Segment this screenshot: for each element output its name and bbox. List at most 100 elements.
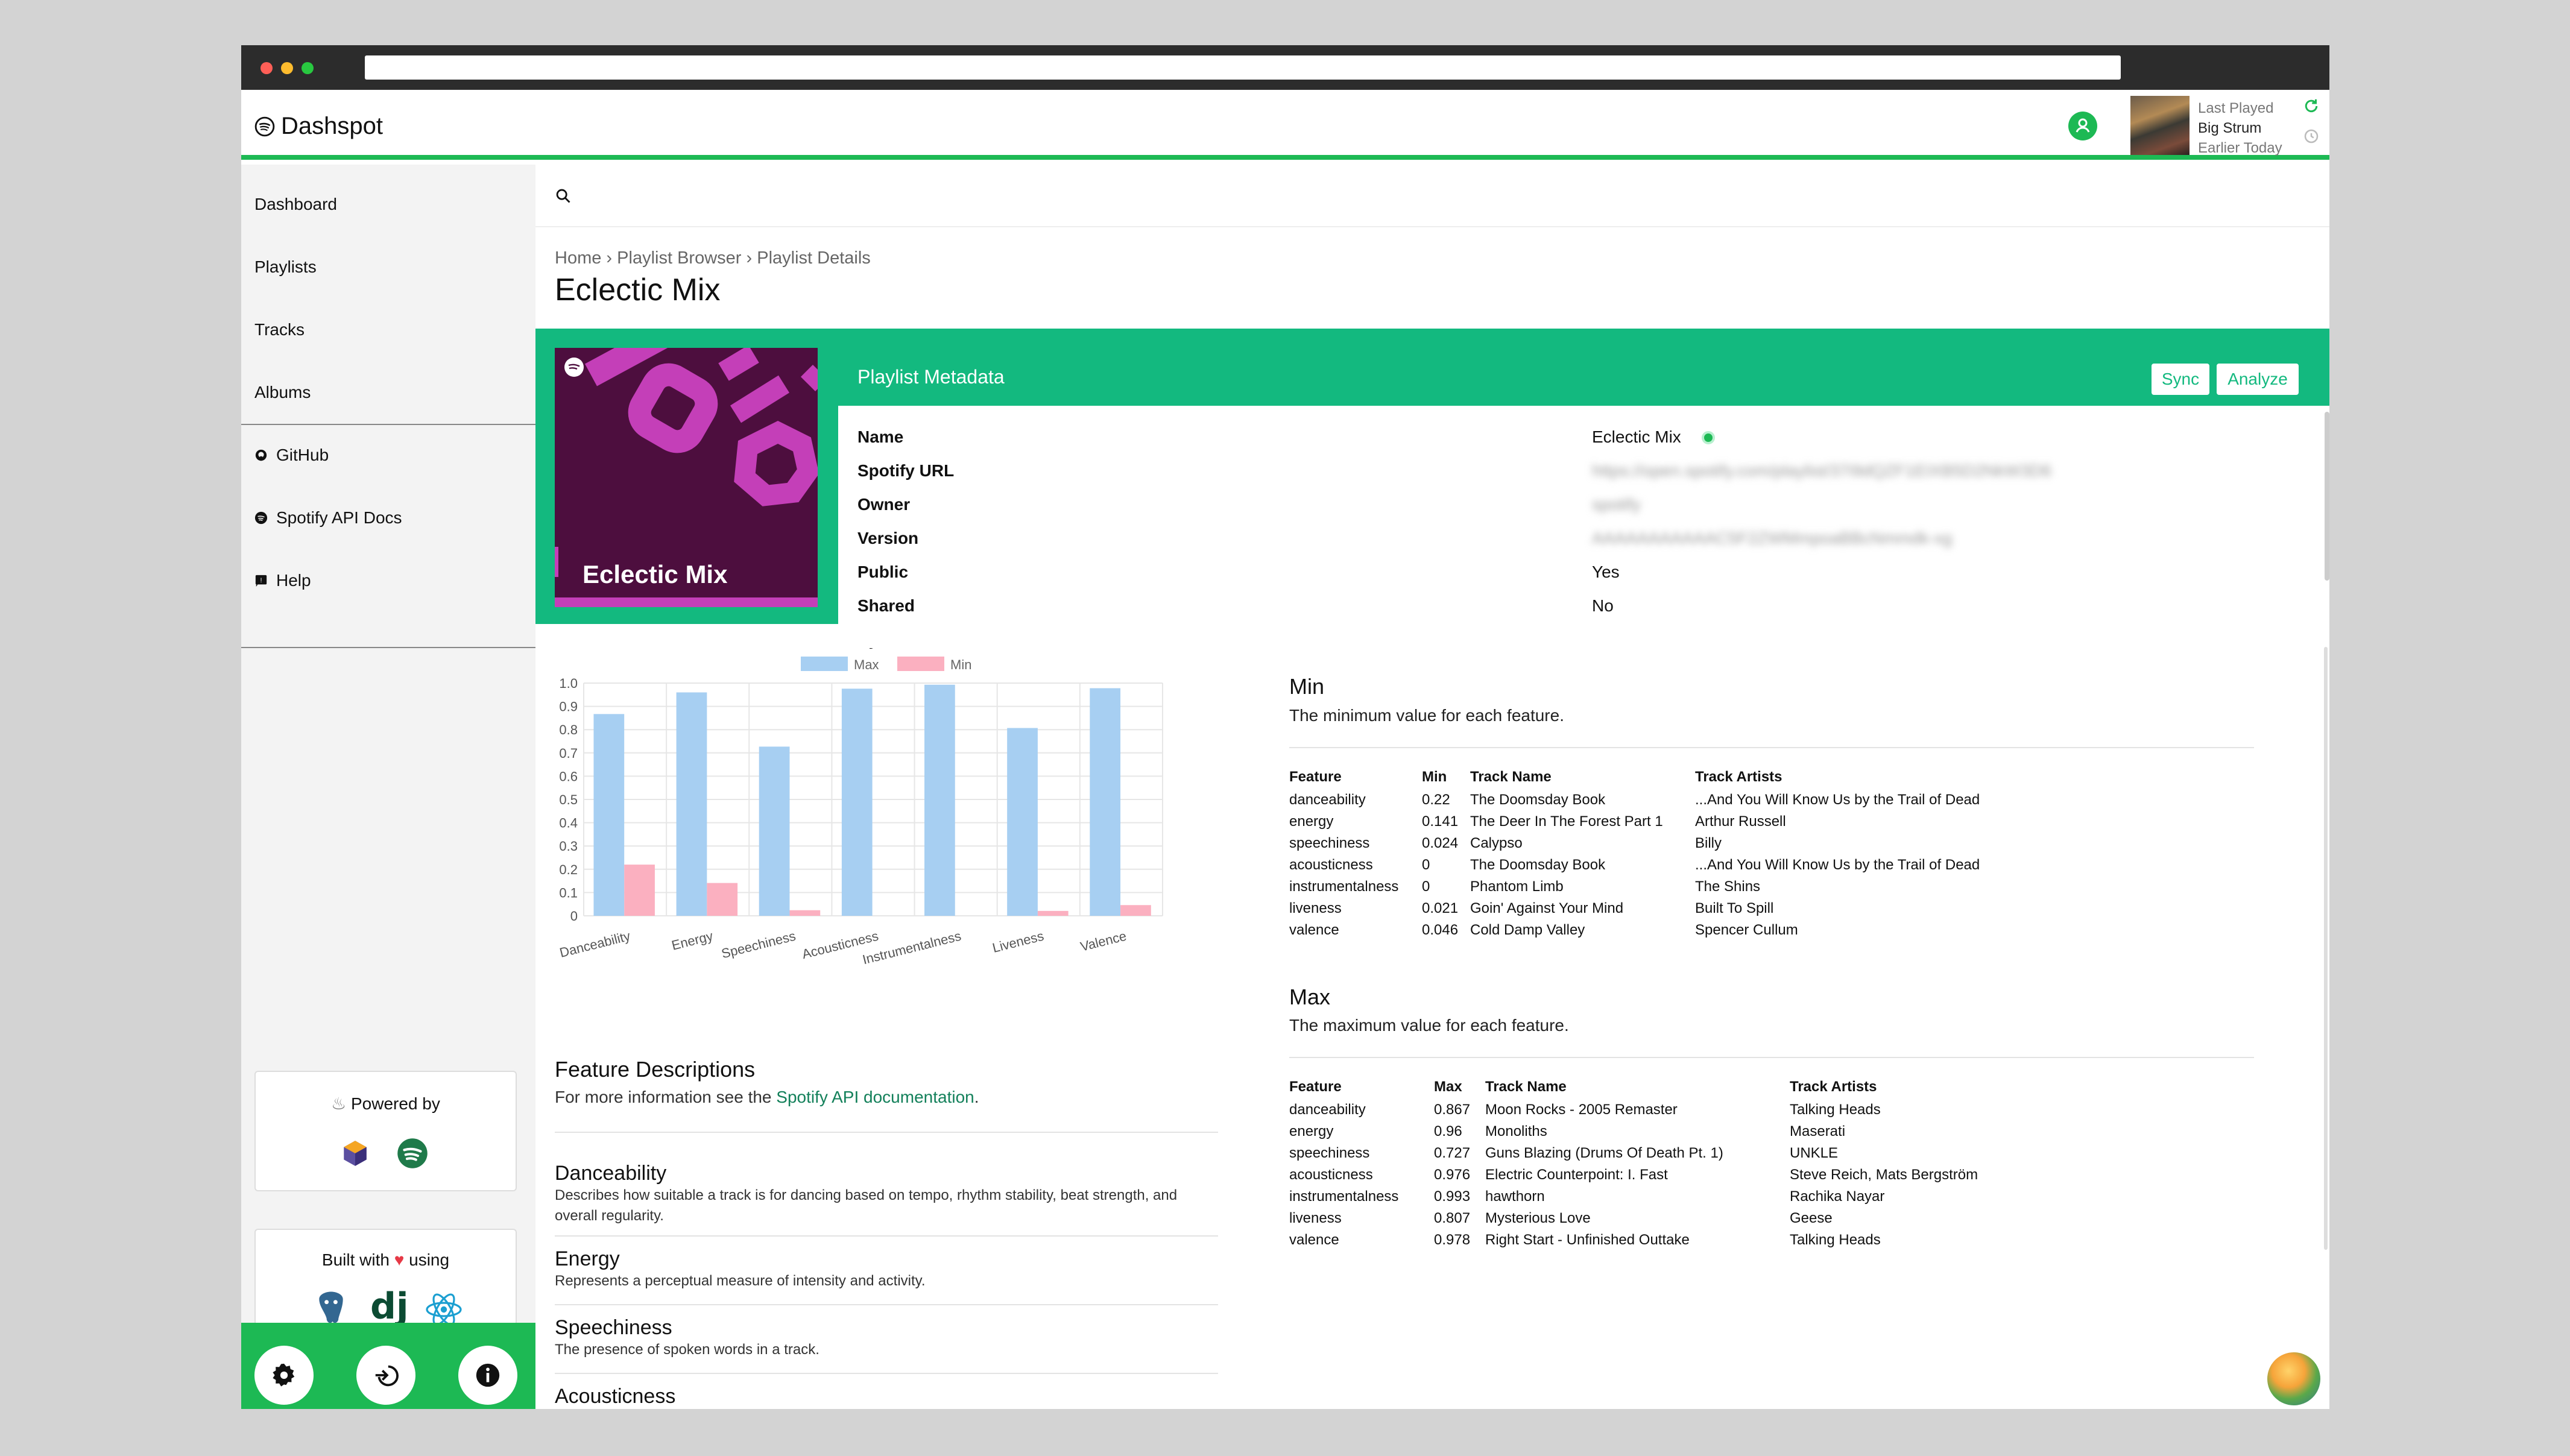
analyze-button[interactable]: Analyze — [2215, 362, 2300, 396]
column-header: Min — [1422, 768, 1447, 785]
table-header-row: Feature Max Track Name Track Artists — [1289, 1077, 2031, 1099]
address-bar[interactable] — [365, 55, 2121, 80]
x-tick-label: Liveness — [991, 928, 1045, 956]
spotify-logo-icon[interactable] — [396, 1137, 429, 1170]
x-tick-label: Danceability — [558, 928, 631, 960]
minimize-window-dot[interactable] — [281, 62, 293, 74]
divider — [555, 1235, 1218, 1237]
breadcrumb-playlist-browser[interactable]: Playlist Browser — [617, 248, 742, 268]
table-cell: liveness — [1289, 900, 1342, 916]
min-subtitle: The minimum value for each feature. — [1289, 706, 1564, 725]
table-cell: 0.976 — [1434, 1167, 1471, 1183]
user-avatar[interactable] — [2265, 1350, 2322, 1407]
sidebar-item-spotify-docs[interactable]: Spotify API Docs — [254, 508, 402, 528]
breadcrumb-home[interactable]: Home — [555, 248, 602, 268]
now-playing-album-art[interactable] — [2130, 96, 2190, 155]
main-scrollbar[interactable] — [2324, 647, 2328, 1250]
divider — [1289, 747, 2254, 748]
top-navbar: Dashspot Last Played Big Strum Earlier T… — [241, 90, 2329, 160]
table-cell: 0.024 — [1422, 835, 1459, 851]
table-cell: Talking Heads — [1790, 1232, 1881, 1248]
playlist-metadata-section: Eclectic Mix Playlist Metadata Sync Anal… — [535, 329, 2329, 649]
legend-swatch — [801, 657, 848, 671]
divider — [555, 1373, 1218, 1374]
brand[interactable]: Dashspot — [254, 113, 383, 140]
sidebar-item-dashboard[interactable]: Dashboard — [254, 195, 337, 213]
feature-desc-danceability: Danceability Describes how suitable a tr… — [555, 1162, 1178, 1224]
bar-min — [1120, 905, 1151, 916]
cube-logo-icon[interactable] — [340, 1138, 370, 1168]
table-cell: Maserati — [1790, 1123, 1846, 1139]
bar-max — [1090, 688, 1121, 916]
spotify-api-docs-link[interactable]: Spotify API documentation — [776, 1088, 974, 1106]
django-icon[interactable]: dj — [370, 1285, 409, 1328]
metadata-scrollbar[interactable] — [2325, 412, 2329, 581]
table-cell: 0.22 — [1422, 792, 1450, 808]
refresh-icon[interactable] — [2302, 97, 2320, 115]
react-icon[interactable] — [425, 1291, 463, 1328]
table-cell: 0.867 — [1434, 1101, 1471, 1118]
logout-icon — [375, 1365, 399, 1387]
y-tick-label: 0 — [570, 909, 578, 924]
search-icon[interactable] — [555, 188, 572, 204]
close-window-dot[interactable] — [260, 62, 273, 74]
maximize-window-dot[interactable] — [302, 62, 314, 74]
sync-button[interactable]: Sync — [2150, 362, 2211, 396]
browser-window: Dashspot Last Played Big Strum Earlier T… — [241, 45, 2329, 1409]
history-icon[interactable] — [2302, 127, 2320, 145]
info-button[interactable] — [458, 1346, 517, 1405]
postgresql-icon[interactable] — [313, 1290, 349, 1329]
search-bar[interactable] — [535, 165, 2329, 227]
sidebar-divider — [241, 424, 535, 425]
settings-button[interactable] — [254, 1346, 314, 1405]
title-bar — [241, 45, 2329, 90]
table-cell: speechiness — [1289, 835, 1370, 851]
playlist-cover-art[interactable]: Eclectic Mix — [555, 348, 818, 607]
logout-button[interactable] — [356, 1346, 415, 1405]
now-playing-label: Last Played — [2198, 100, 2274, 116]
table-cell: energy — [1289, 813, 1334, 830]
sidebar-item-albums[interactable]: Albums — [254, 383, 311, 402]
sidebar-item-help[interactable]: ! Help — [254, 571, 311, 590]
table-row: danceability 0.22 The Doomsday Book ...And … — [1289, 789, 2009, 811]
svg-text:!: ! — [260, 577, 262, 584]
table-cell: 0.978 — [1434, 1232, 1471, 1248]
bar-min — [624, 865, 655, 916]
now-playing-track[interactable]: Big Strum — [2198, 120, 2262, 136]
y-tick-label: 1.0 — [559, 676, 578, 691]
table-cell: acousticness — [1289, 1167, 1373, 1183]
x-tick-label: Valence — [1079, 928, 1128, 954]
built-with-title: Built with ♥ using — [321, 1250, 450, 1269]
spotify-url-link[interactable]: https://open.spotify.com/playlist/37i9dQ… — [1592, 461, 2052, 480]
column-header: Track Artists — [1695, 768, 1782, 785]
table-cell: The Shins — [1695, 878, 1761, 895]
table-cell: 0.96 — [1434, 1123, 1462, 1139]
breadcrumb: Home › Playlist Browser › Playlist Detai… — [555, 248, 871, 268]
sidebar-item-tracks[interactable]: Tracks — [254, 320, 305, 339]
table-cell: Guns Blazing (Drums Of Death Pt. 1) — [1485, 1145, 1723, 1161]
column-header: Feature — [1289, 1078, 1342, 1095]
y-tick-label: 0.7 — [559, 746, 578, 761]
table-cell: instrumentalness — [1289, 1188, 1399, 1205]
sidebar-item-github[interactable]: GitHub — [254, 446, 329, 465]
table-cell: Talking Heads — [1790, 1101, 1881, 1118]
sidebar-item-playlists[interactable]: Playlists — [254, 257, 317, 276]
table-cell: Geese — [1790, 1210, 1833, 1226]
min-table: Feature Min Track Name Track Artists danceab… — [1289, 767, 2009, 941]
table-row: danceability 0.867 Moon Rocks - 2005 Remas… — [1289, 1099, 2031, 1121]
table-cell: Electric Counterpoint: I. Fast — [1485, 1167, 1668, 1183]
bar-max — [924, 684, 955, 916]
table-cell: valence — [1289, 922, 1339, 938]
y-tick-label: 0.1 — [559, 885, 578, 900]
table-cell: Built To Spill — [1695, 900, 1774, 916]
table-row: energy 0.96 Monoliths Maserati — [1289, 1121, 2031, 1142]
user-profile-icon[interactable] — [2068, 112, 2097, 140]
feature-descriptions-heading: Feature Descriptions For more informatio… — [555, 1057, 1218, 1108]
spotify-logo-icon — [254, 116, 275, 136]
table-cell: Cold Damp Valley — [1470, 922, 1585, 938]
column-header: Track Name — [1485, 1078, 1567, 1095]
page-title: Eclectic Mix — [555, 273, 721, 307]
max-table: Feature Max Track Name Track Artists danceab… — [1289, 1077, 2031, 1251]
table-cell: The Doomsday Book — [1470, 792, 1606, 808]
table-cell: Phantom Limb — [1470, 878, 1564, 895]
